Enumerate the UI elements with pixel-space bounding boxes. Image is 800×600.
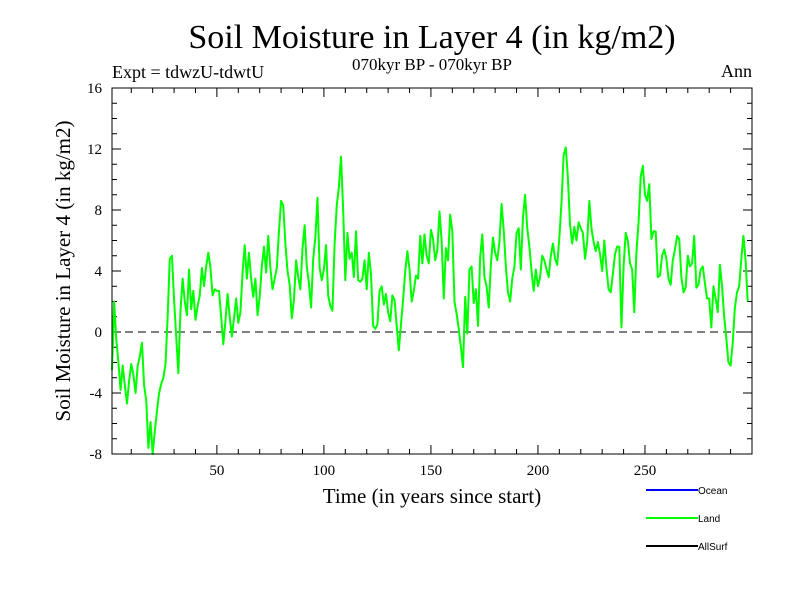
legend-label-land: Land: [698, 514, 720, 525]
x-tick-label: 150: [420, 463, 443, 479]
period-label: Ann: [721, 61, 752, 81]
plot-frame: [111, 87, 753, 455]
y-axis-label: Soil Moisture in Layer 4 (in kg/m2): [51, 121, 75, 422]
y-tick-label: 16: [87, 81, 103, 97]
y-tick-label: 12: [87, 142, 102, 158]
x-tick-label: 50: [209, 463, 224, 479]
y-axis: -8 -4 0 4 8 12 16: [87, 81, 752, 463]
x-tick-label: 250: [634, 463, 657, 479]
chart-title: Soil Moisture in Layer 4 (in kg/m2): [188, 19, 675, 56]
x-tick-label: 200: [527, 463, 550, 479]
x-axis: 50 100 150 200 250: [130, 88, 732, 479]
y-tick-label: 0: [95, 325, 103, 341]
legend-label-allsurf: AllSurf: [698, 542, 728, 553]
y-tick-label: 8: [95, 203, 103, 219]
x-axis-label: Time (in years since start): [323, 484, 542, 508]
x-tick-label: 100: [313, 463, 336, 479]
y-tick-label: 4: [95, 264, 103, 280]
legend-label-ocean: Ocean: [698, 486, 727, 497]
chart-subtitle: 070kyr BP - 070kyr BP: [352, 55, 512, 74]
expt-label: Expt = tdwzU-tdwtU: [112, 62, 264, 82]
y-tick-label: -4: [90, 386, 103, 402]
series-land-line: [111, 146, 749, 455]
y-tick-label: -8: [90, 447, 103, 463]
legend: Ocean Land AllSurf: [646, 486, 728, 553]
